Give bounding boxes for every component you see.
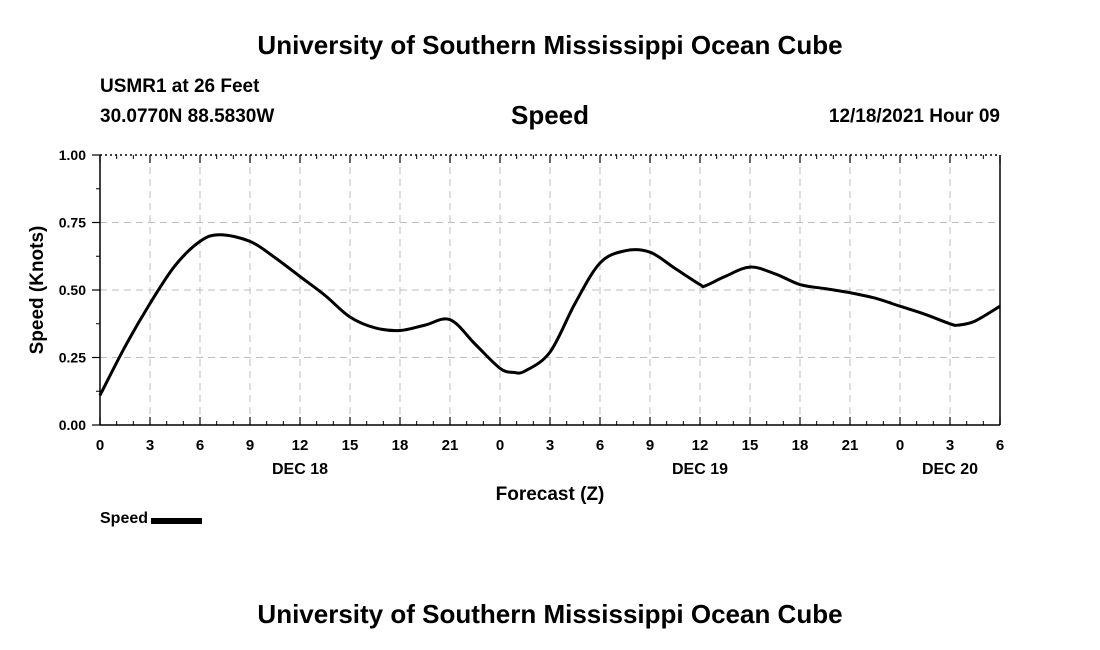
speed-data-point xyxy=(424,324,426,326)
speed-data-point xyxy=(824,287,826,289)
speed-data-point xyxy=(524,370,526,372)
speed-data-point xyxy=(374,327,376,329)
x-tick-label: 15 xyxy=(342,437,359,454)
x-tick-label: 15 xyxy=(742,437,759,454)
speed-data-point xyxy=(324,294,326,296)
y-tick-label: 0.25 xyxy=(59,350,86,366)
speed-data-point xyxy=(974,320,976,322)
x-tick-label: 18 xyxy=(792,437,809,454)
speed-data-point xyxy=(174,265,176,267)
x-tick-label: 9 xyxy=(646,437,654,454)
y-tick-label: 0.00 xyxy=(59,417,86,433)
x-tick-label: 3 xyxy=(946,437,954,454)
speed-data-point xyxy=(574,302,576,304)
speed-data-point xyxy=(474,343,476,345)
date-label: DEC 18 xyxy=(272,461,328,478)
x-axis-title: Forecast (Z) xyxy=(496,484,605,505)
x-tick-label: 6 xyxy=(596,437,604,454)
y-tick-label: 1.00 xyxy=(59,147,86,163)
speed-data-point xyxy=(219,234,221,236)
y-axis-title: Speed (Knots) xyxy=(27,226,48,355)
station-label: USMR1 at 26 Feet xyxy=(100,76,260,97)
x-tick-label: 0 xyxy=(496,437,504,454)
x-tick-label: 21 xyxy=(842,437,859,454)
station-coordinates: 30.0770N 88.5830W xyxy=(100,106,275,127)
speed-data-point xyxy=(724,275,726,277)
x-tick-label: 3 xyxy=(546,437,554,454)
speed-data-point xyxy=(799,283,801,285)
legend-swatch xyxy=(151,517,203,524)
date-label: DEC 19 xyxy=(672,461,728,478)
speed-data-point xyxy=(299,275,301,277)
date-label: DEC 20 xyxy=(922,461,978,478)
speed-data-point xyxy=(349,316,351,318)
x-tick-label: 0 xyxy=(896,437,904,454)
speed-data-point xyxy=(899,305,901,307)
speed-data-point xyxy=(924,313,926,315)
speed-data-point xyxy=(199,240,201,242)
speed-data-point xyxy=(512,371,514,373)
x-tick-label: 6 xyxy=(996,437,1004,454)
speed-data-point xyxy=(749,266,751,268)
speed-data-point xyxy=(699,283,701,285)
x-tick-label: 0 xyxy=(96,437,104,454)
speed-data-point xyxy=(774,273,776,275)
x-tick-label: 12 xyxy=(692,437,709,454)
x-tick-label: 9 xyxy=(246,437,254,454)
speed-data-point xyxy=(649,251,651,253)
speed-data-point xyxy=(624,250,626,252)
forecast-timestamp: 12/18/2021 Hour 09 xyxy=(828,106,1000,127)
x-tick-label: 21 xyxy=(442,437,459,454)
speed-data-point xyxy=(449,319,451,321)
chart-title: Speed xyxy=(510,100,590,130)
page-title-top: University of Southern Mississippi Ocean… xyxy=(257,30,843,60)
speed-data-point xyxy=(149,302,151,304)
speed-data-point xyxy=(274,256,276,258)
speed-data-point xyxy=(674,267,676,269)
speed-data-point xyxy=(249,240,251,242)
speed-data-point xyxy=(949,323,951,325)
speed-data-point xyxy=(599,262,601,264)
speed-data-point xyxy=(999,305,1001,307)
speed-data-point xyxy=(549,351,551,353)
speed-data-point xyxy=(499,367,501,369)
speed-data-point xyxy=(957,324,959,326)
speed-data-point xyxy=(704,285,706,287)
speed-data-point xyxy=(874,297,876,299)
speed-data-point xyxy=(124,346,126,348)
page-title-bottom: University of Southern Mississippi Ocean… xyxy=(257,599,843,629)
legend: Speed xyxy=(100,510,203,528)
speed-data-point xyxy=(399,329,401,331)
y-tick-label: 0.75 xyxy=(59,215,86,231)
legend-label: Speed xyxy=(100,510,149,527)
x-tick-label: 12 xyxy=(292,437,309,454)
speed-data-point xyxy=(99,394,101,396)
y-tick-label: 0.50 xyxy=(59,282,86,298)
x-tick-label: 18 xyxy=(392,437,409,454)
speed-series-line xyxy=(98,233,1001,396)
x-tick-label: 6 xyxy=(196,437,204,454)
speed-data-point xyxy=(849,292,851,294)
x-tick-label: 3 xyxy=(146,437,154,454)
